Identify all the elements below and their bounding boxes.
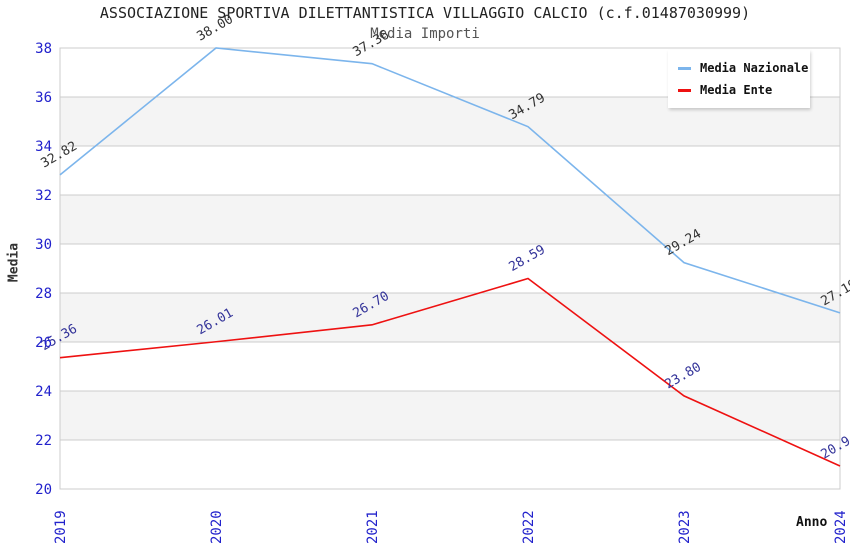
x-tick-label-2024: 2024 (833, 510, 849, 544)
series-line-media-ente (59, 277, 841, 467)
y-tick-label-22: 22 (35, 433, 52, 449)
y-tick-label-38: 38 (35, 41, 52, 57)
data-label-media-nazionale-2024: 27.19 (819, 277, 850, 310)
data-label-media-ente-2022: 28.59 (507, 242, 548, 275)
x-axis-title: Anno (796, 515, 828, 530)
data-label-media-nazionale-2020: 38.00 (195, 12, 236, 45)
data-label-media-ente-2023: 23.80 (663, 360, 704, 393)
y-tick-label-26: 26 (35, 335, 52, 351)
legend-swatch-icon (678, 88, 691, 92)
plot-border (59, 47, 841, 490)
plot-band (60, 195, 840, 244)
y-axis-title: Media (6, 242, 22, 283)
legend: Media Nazionale Media Ente (668, 50, 810, 108)
legend-swatch-icon (678, 66, 691, 70)
plot-band (60, 293, 840, 342)
legend-item-media-nazionale[interactable]: Media Nazionale (678, 57, 810, 79)
plot-band (60, 391, 840, 440)
x-tick-label-2019: 2019 (53, 510, 69, 544)
chart-subtitle: Media Importi (370, 26, 480, 42)
y-tick-label-30: 30 (35, 237, 52, 253)
chart-title: ASSOCIAZIONE SPORTIVA DILETTANTISTICA VI… (99, 4, 751, 22)
series-line-media-nazionale (59, 47, 841, 314)
y-tick-label-32: 32 (35, 188, 52, 204)
y-tick-label-34: 34 (35, 139, 52, 155)
x-tick-label-2021: 2021 (365, 510, 381, 544)
legend-item-media-ente[interactable]: Media Ente (678, 79, 810, 101)
legend-label: Media Ente (700, 83, 773, 97)
y-tick-label-20: 20 (35, 482, 52, 498)
y-tick-label-24: 24 (35, 384, 52, 400)
x-tick-label-2020: 2020 (209, 510, 225, 544)
x-tick-label-2023: 2023 (677, 510, 693, 544)
y-tick-label-28: 28 (35, 286, 52, 302)
x-tick-label-2022: 2022 (521, 510, 537, 544)
y-tick-label-36: 36 (35, 90, 52, 106)
data-label-media-nazionale-2021: 37.36 (351, 28, 392, 61)
legend-label: Media Nazionale (700, 61, 809, 75)
